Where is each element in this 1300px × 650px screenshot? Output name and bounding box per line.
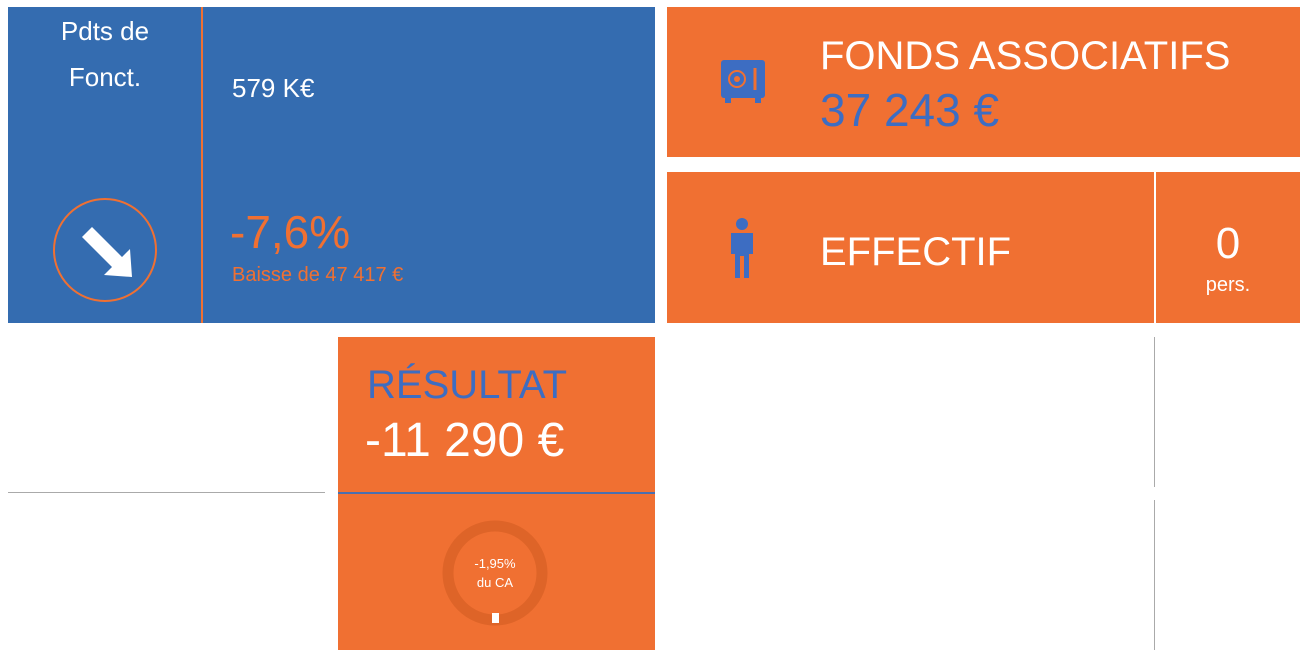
separator (8, 492, 325, 493)
trend-icon (53, 198, 157, 302)
tile-title: Pdts de (60, 16, 150, 46)
tile-title: Fonct. (68, 62, 142, 92)
effectif-tile: EFFECTIF 0 pers. (667, 172, 1300, 323)
tile-title: RÉSULTAT (367, 363, 568, 407)
change-detail: Baisse de 47 417 € (232, 264, 404, 286)
amount: 579 K€ (232, 73, 315, 103)
divider (1154, 172, 1156, 323)
ratio: -1,95% (474, 556, 516, 571)
person-icon (731, 218, 753, 278)
ratio-label: du CA (476, 575, 514, 590)
tile-title: EFFECTIF (820, 230, 1012, 274)
produits-tile: Pdts de Fonct. 579 K€ -7,6% Baisse de 47… (8, 7, 655, 323)
resultat-tile: RÉSULTAT -11 290 € -1,95% du CA (338, 337, 655, 650)
ratio-ring (442, 520, 548, 626)
change: -7,6% (230, 206, 351, 258)
unit: pers. (1205, 274, 1251, 296)
amount: 37 243 € (820, 84, 1000, 136)
safe-icon (721, 60, 765, 103)
separator (1154, 337, 1155, 487)
tile-title: FONDS ASSOCIATIFS (820, 34, 1231, 78)
separator (1154, 500, 1155, 650)
fonds-tile: FONDS ASSOCIATIFS 37 243 € (667, 7, 1300, 157)
divider (338, 492, 655, 494)
count: 0 (1215, 219, 1241, 268)
divider (201, 7, 203, 323)
amount: -11 290 € (365, 414, 565, 467)
